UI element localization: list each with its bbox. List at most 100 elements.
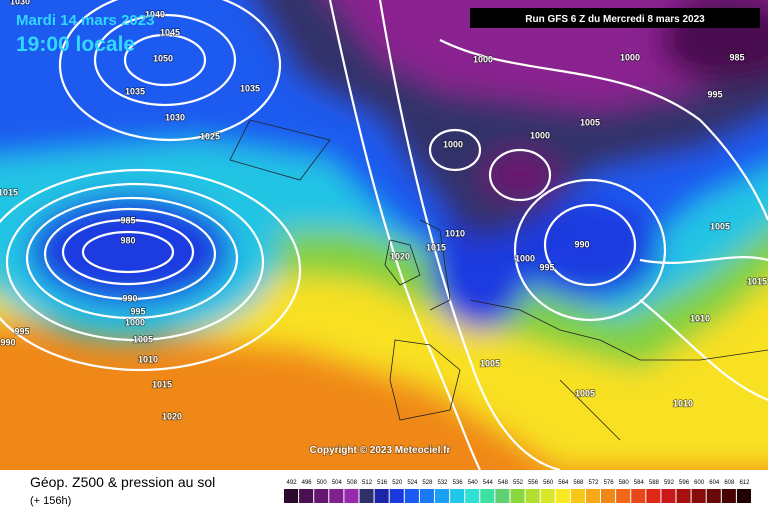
scale-label: 536	[453, 480, 464, 486]
run-info: Run GFS 6 Z du Mercredi 8 mars 2023	[525, 14, 705, 25]
scale-label: 500	[317, 480, 328, 486]
scale-swatch	[525, 489, 540, 503]
scale-swatch	[374, 489, 389, 503]
scale-swatch	[661, 489, 676, 503]
scale-label: 588	[649, 480, 660, 486]
scale-swatch	[616, 489, 631, 503]
scale-label: 580	[619, 480, 630, 486]
isobar-label: 1005	[133, 334, 153, 344]
scale-label: 496	[302, 480, 313, 486]
scale-swatch	[540, 489, 555, 503]
scale-swatch	[299, 489, 314, 503]
scale-label: 560	[543, 480, 554, 486]
scale-label: 572	[588, 480, 599, 486]
scale-label: 608	[724, 480, 735, 486]
scale-label: 568	[573, 480, 584, 486]
scale-label: 528	[422, 480, 433, 486]
scale-swatch	[450, 489, 465, 503]
isobar-label: 1025	[200, 131, 220, 141]
isobar-label: 995	[130, 306, 145, 316]
isobar-label: 1005	[480, 358, 500, 368]
scale-swatch	[706, 489, 721, 503]
forecast-time: 19:00 locale	[16, 33, 135, 56]
isobar-label: 990	[0, 337, 15, 347]
footer-lead: (+ 156h)	[30, 495, 71, 507]
isobar-label: 1000	[473, 54, 493, 64]
scale-label: 544	[483, 480, 494, 486]
scale-swatch	[480, 489, 495, 503]
isobar-label: 990	[574, 239, 589, 249]
scale-label: 548	[498, 480, 509, 486]
isobar-label: 995	[14, 326, 29, 336]
isobar-label: 1020	[390, 251, 410, 261]
scale-swatch	[555, 489, 570, 503]
isobar-label: 1000	[620, 52, 640, 62]
isobar-label: 1005	[580, 117, 600, 127]
scale-swatch	[329, 489, 344, 503]
scale-label: 524	[407, 480, 418, 486]
isobar-label: 1015	[0, 187, 18, 197]
isobar-label: 995	[539, 262, 554, 272]
scale-swatch	[389, 489, 404, 503]
isobar-label: 1000	[443, 139, 463, 149]
isobar-label: 1020	[162, 411, 182, 421]
scale-label: 508	[347, 480, 358, 486]
isobar-label: 1000	[125, 317, 145, 327]
isobar-label: 1035	[125, 86, 145, 96]
scale-label: 596	[679, 480, 690, 486]
isobar-label: 1050	[153, 53, 173, 63]
isobar-label: 1000	[515, 253, 535, 263]
scale-label: 600	[694, 480, 705, 486]
scale-label: 504	[332, 480, 343, 486]
scale-swatch	[344, 489, 359, 503]
scale-swatch	[631, 489, 646, 503]
scale-swatch	[495, 489, 510, 503]
copyright: Copyright © 2023 Meteociel.fr	[310, 445, 451, 456]
isobar-label: 995	[707, 89, 722, 99]
scale-label: 564	[558, 480, 569, 486]
forecast-date: Mardi 14 mars 2023	[16, 12, 154, 29]
isobar-label: 1015	[747, 276, 767, 286]
isobar-label: 1030	[10, 0, 30, 6]
isobar-label: 1010	[445, 228, 465, 238]
isobar-label: 980	[120, 235, 135, 245]
isobar-label: 1000	[530, 130, 550, 140]
scale-swatch	[646, 489, 661, 503]
isobar-label: 1010	[138, 354, 158, 364]
isobar-label: 1015	[152, 379, 172, 389]
scale-swatch	[510, 489, 525, 503]
field	[0, 0, 768, 472]
scale-swatch	[465, 489, 480, 503]
isobar-label: 1010	[690, 313, 710, 323]
scale-swatch	[284, 489, 299, 503]
isobar-label: 985	[729, 52, 744, 62]
scale-label: 552	[513, 480, 524, 486]
scale-label: 592	[664, 480, 675, 486]
scale-swatch	[721, 489, 736, 503]
scale-swatch	[314, 489, 329, 503]
isobar-label: 1005	[575, 388, 595, 398]
scale-label: 604	[709, 480, 720, 486]
scale-swatch	[570, 489, 585, 503]
isobar-label: 985	[120, 215, 135, 225]
scale-label: 532	[438, 480, 449, 486]
isobar-label: 1040	[145, 9, 165, 19]
isobar-label: 990	[122, 293, 137, 303]
isobar-label: 1035	[240, 83, 260, 93]
isobar-label: 1015	[426, 242, 446, 252]
scale-label: 492	[287, 480, 298, 486]
isobar-label: 1030	[165, 112, 185, 122]
scale-label: 612	[739, 480, 750, 486]
scale-label: 576	[604, 480, 615, 486]
scale-swatch	[419, 489, 434, 503]
scale-label: 520	[392, 480, 403, 486]
scale-swatch	[601, 489, 616, 503]
scale-label: 540	[468, 480, 479, 486]
isobar-label: 1010	[673, 398, 693, 408]
isobar-label: 1045	[160, 27, 180, 37]
footer-title: Géop. Z500 & pression au sol	[30, 474, 215, 490]
scale-swatch	[359, 489, 374, 503]
scale-swatch	[691, 489, 706, 503]
